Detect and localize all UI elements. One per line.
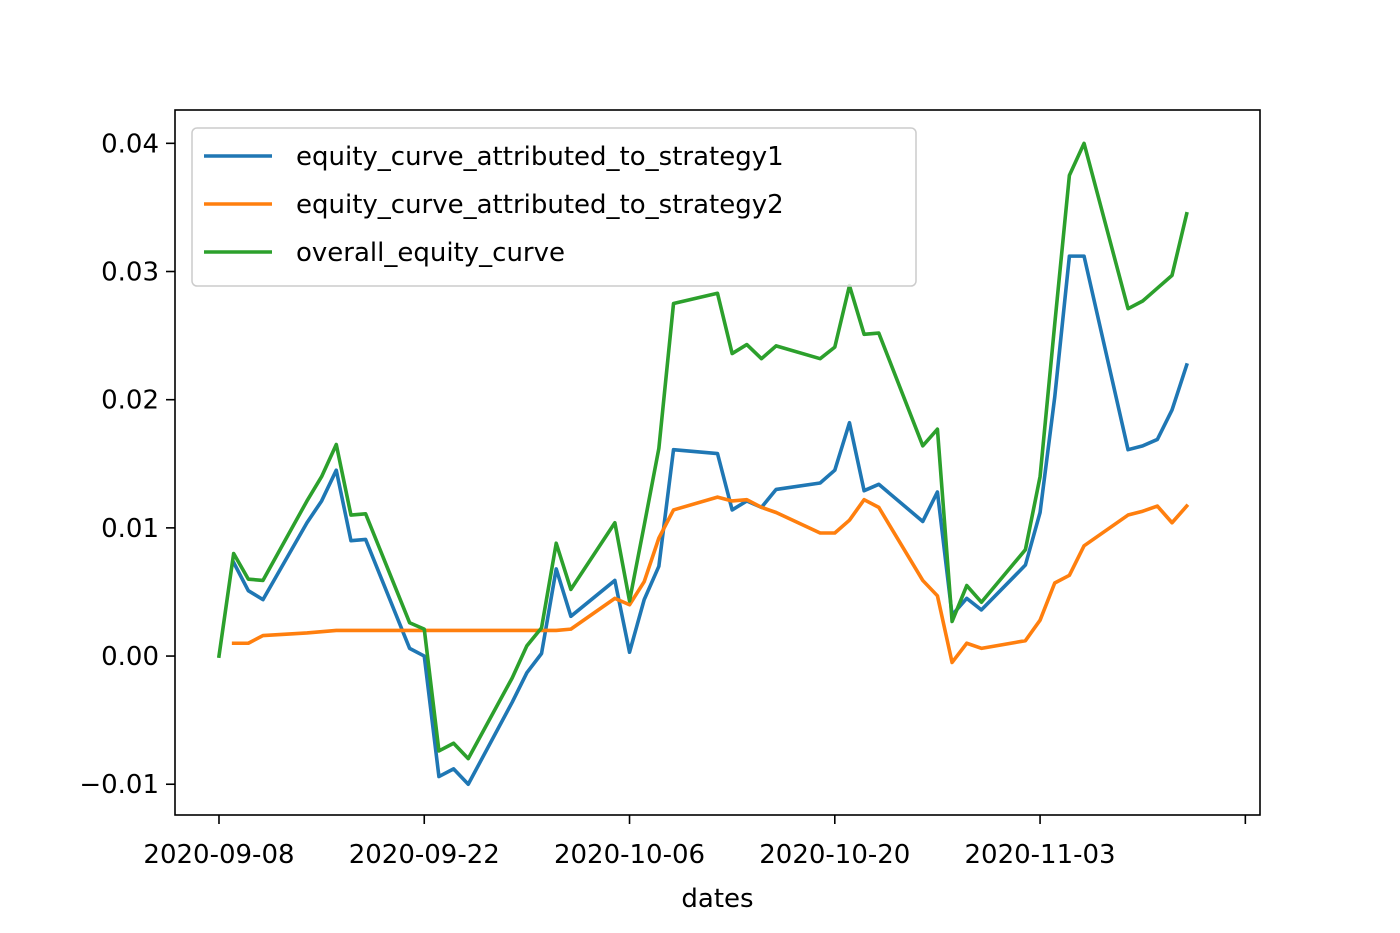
y-tick-label: 0.04 <box>101 129 159 159</box>
series-line-3 <box>216 141 1189 761</box>
series-line-2 <box>231 495 1190 665</box>
y-tick-label: 0.00 <box>101 642 159 672</box>
legend-entry: equity_curve_attributed_to_strategy1 <box>296 142 784 172</box>
legend-entry: overall_equity_curve <box>296 238 565 268</box>
x-axis: 2020-09-08 2020-09-22 2020-10-06 2020-10-20… <box>143 815 1247 870</box>
legend-box <box>191 127 917 287</box>
y-tick-label: 0.02 <box>101 386 159 416</box>
x-tick-label: 2020-09-08 <box>143 840 294 870</box>
series-line-1 <box>231 254 1189 787</box>
x-tick-label: 2020-10-20 <box>759 840 910 870</box>
x-axis-label: dates <box>681 884 753 914</box>
y-tick-label: 0.01 <box>101 514 159 544</box>
y-axis: −0.01 0.00 0.01 0.02 0.03 0.04 <box>79 129 175 800</box>
legend: equity_curve_attributed_to_strategy1equi… <box>191 127 917 287</box>
x-tick-label: 2020-09-22 <box>349 840 500 870</box>
x-tick-label: 2020-11-03 <box>965 840 1116 870</box>
plot-frame <box>174 109 1261 816</box>
y-tick-label: −0.01 <box>79 770 159 800</box>
x-tick-label: 2020-10-06 <box>554 840 705 870</box>
legend-entry: equity_curve_attributed_to_strategy2 <box>296 190 784 220</box>
series-layer <box>216 141 1190 787</box>
y-tick-label: 0.03 <box>101 258 159 288</box>
